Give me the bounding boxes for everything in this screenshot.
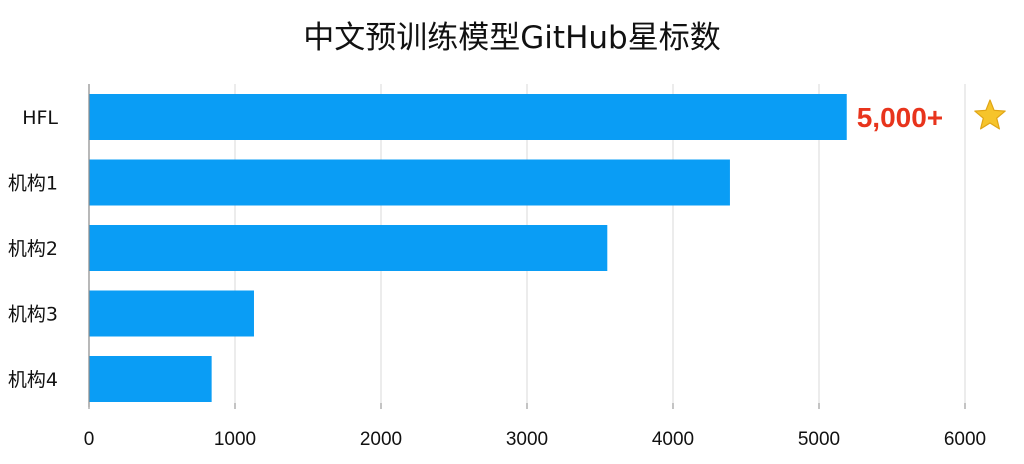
star-icon [974, 99, 1006, 130]
category-label: HFL [22, 107, 58, 129]
bars [89, 94, 847, 402]
category-label: 机构3 [8, 304, 58, 326]
category-label: 机构4 [8, 369, 58, 391]
annotation-label: 5,000+ [857, 102, 943, 133]
bar [89, 159, 730, 206]
x-tick-label: 0 [84, 429, 95, 450]
x-tick-label: 5000 [798, 429, 840, 450]
labels: 0 1000 2000 3000 4000 5000 6000 HFL 机构1 机构2 机构3 机构4… [8, 99, 1006, 450]
x-tick-label: 2000 [360, 429, 402, 450]
x-tick-label: 1000 [214, 429, 256, 450]
bar [89, 94, 847, 140]
x-tick-label: 3000 [506, 429, 548, 450]
x-tick-label: 4000 [652, 429, 694, 450]
category-label: 机构2 [8, 238, 58, 260]
x-tick-label: 6000 [944, 429, 986, 450]
bar [89, 225, 608, 271]
chart-title: 中文预训练模型GitHub星标数 [303, 20, 721, 56]
bar [89, 290, 254, 337]
axes [88, 84, 966, 409]
bar [89, 356, 212, 402]
category-label: 机构1 [8, 173, 58, 195]
